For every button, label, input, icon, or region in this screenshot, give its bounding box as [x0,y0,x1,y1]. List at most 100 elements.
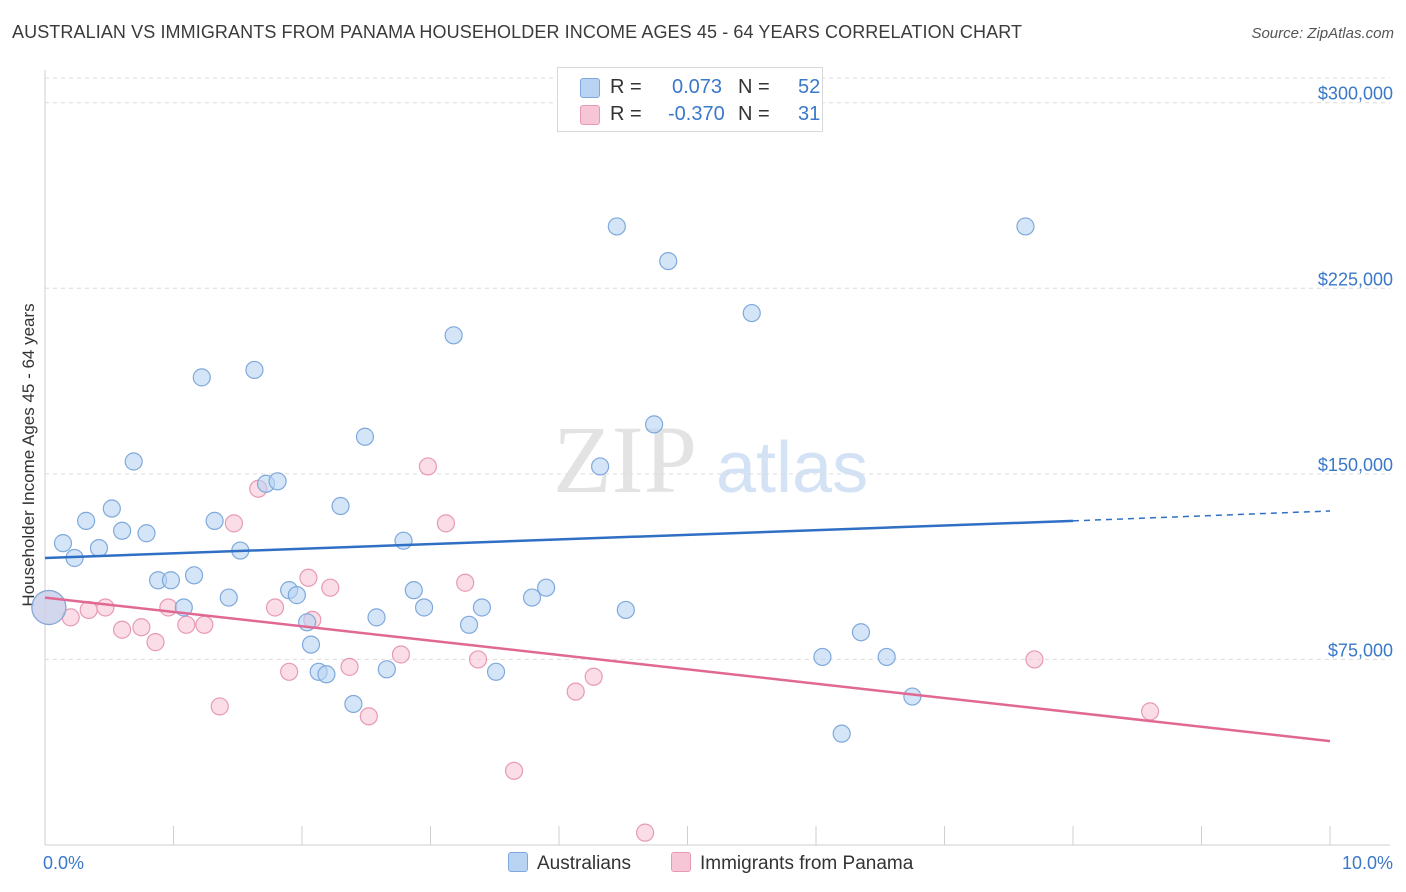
data-point [205,511,224,530]
data-point [635,823,655,842]
y-tick-label: $75,000 [1328,640,1393,660]
data-point [96,598,115,617]
y-tick-label: $300,000 [1318,84,1393,104]
data-point [161,571,181,590]
data-point [321,578,340,597]
y-tick-label: $225,000 [1318,269,1393,289]
data-point [877,647,896,667]
legend-swatch-panama [580,105,600,125]
data-point [1016,217,1035,236]
bottom-legend-swatch-panama [671,852,691,872]
data-point [245,360,264,380]
data-point [468,650,488,669]
legend-swatch-australians [580,78,600,98]
data-point [391,645,411,664]
data-point [355,427,375,446]
data-point [112,521,132,540]
legend-n-value-australians: 52 [798,76,821,98]
data-point [522,588,542,607]
legend-n-label: N = [738,76,770,98]
data-point [591,457,610,476]
data-point [344,694,363,714]
trend-line-extension-blue [1072,510,1331,522]
bottom-legend-australians: Australians [508,852,631,875]
data-point [832,724,851,743]
bottom-legend-label-australians: Australians [537,853,631,874]
data-point [377,660,396,679]
source-label: Source: ZipAtlas.com [1251,25,1394,42]
data-point [616,600,635,620]
data-point [367,608,386,627]
legend-r-label: R = [610,103,642,125]
data-point [224,514,243,533]
data-point [903,687,922,706]
watermark-zip: ZIP [553,406,697,513]
data-point [418,457,438,476]
data-point [486,662,506,681]
data-point [359,707,378,726]
data-point [102,499,121,518]
stats-legend: R = 0.073 N = 52 R = -0.370 N = 31 [557,67,823,132]
legend-r-label: R = [610,76,642,98]
data-point [159,598,178,617]
data-point [177,615,196,634]
data-point [537,578,556,597]
data-point [436,514,456,533]
data-point [504,761,524,780]
data-point [659,251,678,271]
data-point [394,531,413,550]
data-point [340,657,359,676]
data-point [851,623,871,642]
legend-r-value-panama: -0.370 [668,103,725,125]
data-point [31,589,67,626]
x-tick-label: 10.0% [1342,853,1393,873]
series-blue [31,217,1035,743]
series-pink [31,457,1160,842]
legend-n-label: N = [738,103,770,125]
legend-n-value-panama: 31 [798,103,821,125]
y-axis-label: Householder Income Ages 45 - 64 years [19,303,38,606]
data-point [265,598,285,617]
chart-title: AUSTRALIAN VS IMMIGRANTS FROM PANAMA HOU… [12,22,1023,42]
data-point [472,598,491,617]
data-point [414,598,434,617]
data-point [1025,650,1044,669]
trend-line-pink [44,596,1331,743]
data-point [210,697,229,716]
x-tick-label: 0.0% [43,853,84,873]
data-point [184,566,204,585]
trend-line-blue [44,519,1074,560]
data-point [331,496,350,516]
data-point [404,581,423,600]
data-point [1140,702,1160,721]
bottom-legend-panama: Immigrants from Panama [671,852,913,875]
legend-r-value-australians: 0.073 [672,76,723,98]
data-point [280,662,299,681]
bottom-legend-label-panama: Immigrants from Panama [700,853,914,874]
data-point [317,665,336,684]
data-point [444,326,463,345]
data-point [195,615,214,634]
y-tick-label: $150,000 [1318,455,1393,475]
data-point [53,534,73,553]
data-point [268,472,287,491]
data-point [137,524,156,543]
data-point [301,635,321,654]
data-point [287,586,306,605]
data-point [89,538,109,558]
data-point [299,568,318,587]
data-point [459,615,479,634]
data-point [112,620,132,639]
watermark-atlas: atlas [716,428,868,508]
data-point [124,452,143,471]
data-point [813,647,832,667]
data-point [644,415,664,434]
data-point [192,368,211,387]
data-point [219,588,238,607]
data-point [77,511,96,530]
data-point [566,682,585,701]
data-point [146,633,165,652]
data-point [132,618,151,637]
data-point [584,667,603,686]
